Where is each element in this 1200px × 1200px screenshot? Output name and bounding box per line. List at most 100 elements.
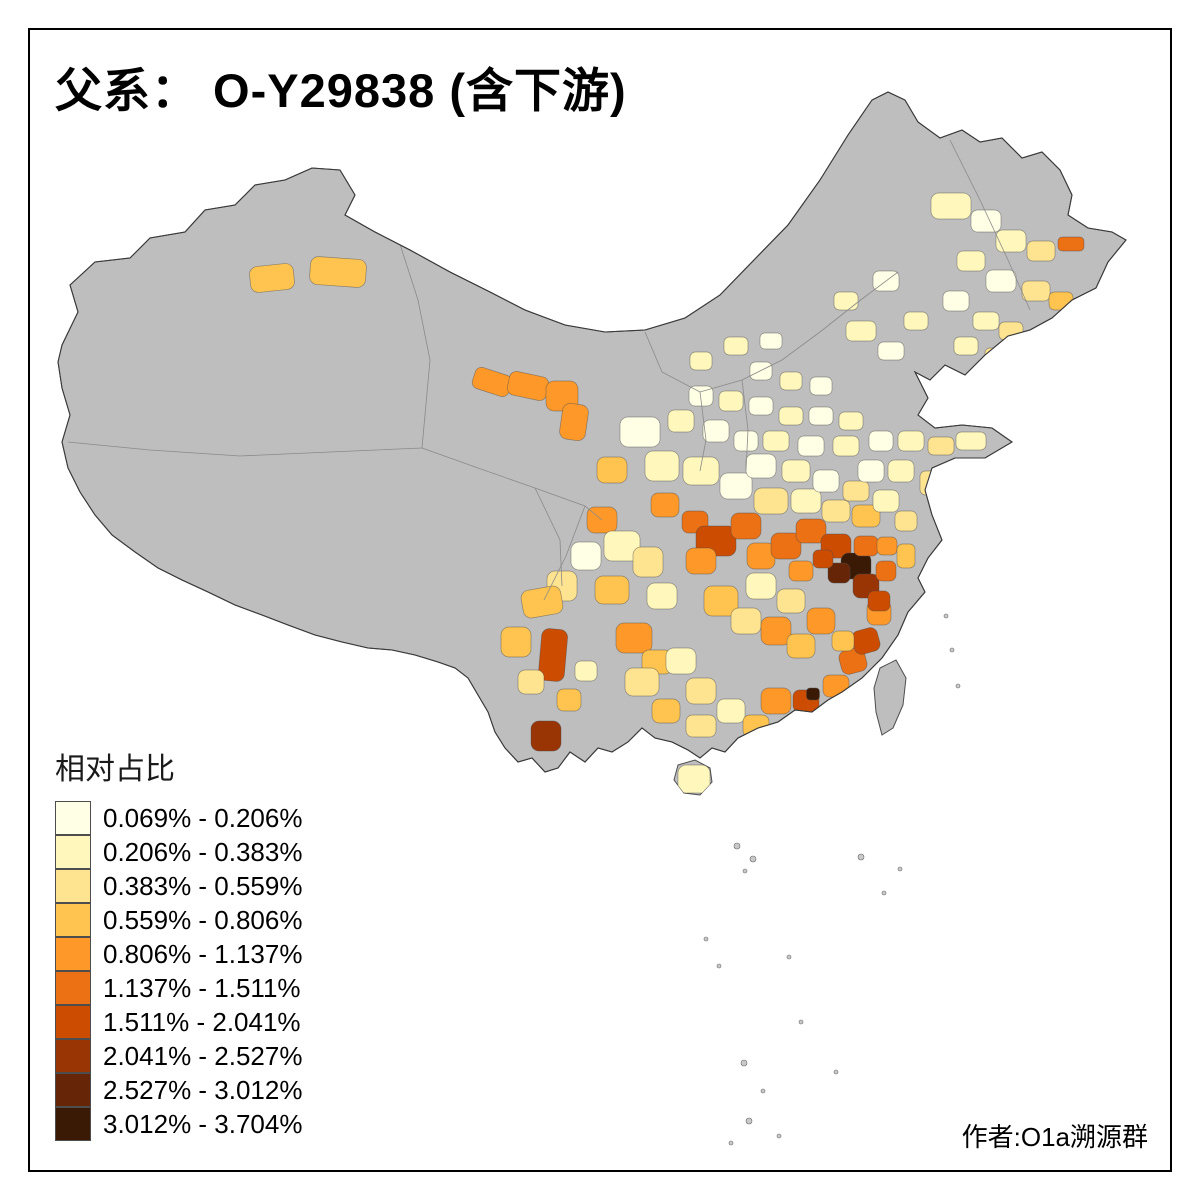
prefecture-region	[615, 622, 653, 654]
author-credit: 作者:O1a溯源群	[961, 1122, 1148, 1152]
prefecture-region	[723, 336, 749, 356]
prefecture-region	[877, 341, 905, 361]
prefecture-region	[650, 492, 680, 518]
legend-rows: 0.069% - 0.206% 0.206% - 0.383% 0.383% - 0…	[55, 801, 302, 1141]
prefecture-region	[760, 687, 792, 715]
prefecture-region	[809, 376, 833, 396]
prefecture-region	[520, 585, 564, 619]
prefecture-region	[688, 385, 714, 407]
prefecture-region	[927, 436, 955, 456]
prefecture-region	[872, 489, 900, 513]
prefecture-region	[776, 588, 806, 614]
legend-swatch	[55, 903, 91, 937]
legend-swatch	[55, 937, 91, 971]
prefecture-region	[896, 543, 916, 569]
south-china-sea-islands	[703, 613, 961, 1146]
prefecture-region	[795, 518, 827, 544]
prefecture-region	[249, 263, 295, 293]
prefecture-region	[644, 450, 680, 482]
prefecture-region	[702, 419, 730, 443]
prefecture-region	[603, 530, 641, 562]
prefecture-region	[868, 430, 894, 452]
legend-label: 0.559% - 0.806%	[103, 904, 303, 935]
legend-swatch	[55, 1039, 91, 1073]
prefecture-region	[853, 535, 879, 557]
prefecture-region	[719, 472, 753, 500]
prefecture-region	[632, 546, 664, 578]
prefecture-region	[984, 347, 1008, 365]
prefecture-region	[753, 487, 789, 515]
prefecture-region	[955, 431, 987, 451]
prefecture-region	[832, 435, 860, 457]
legend-row: 1.137% - 1.511%	[55, 971, 302, 1005]
map-title: 父系： O-Y29838 (含下游)	[55, 64, 627, 117]
prefecture-region	[716, 698, 746, 724]
prefecture-region	[827, 562, 851, 584]
legend-swatch	[55, 869, 91, 903]
legend-swatch	[55, 1107, 91, 1141]
prefecture-region	[500, 626, 532, 658]
prefecture-region	[624, 667, 660, 697]
prefecture-region	[806, 687, 820, 701]
prefecture-region	[930, 192, 972, 220]
prefecture-region	[851, 504, 881, 528]
prefecture-region	[956, 250, 986, 272]
legend-row: 1.511% - 2.041%	[55, 1005, 302, 1039]
prefecture-region	[781, 459, 811, 483]
prefecture-region	[812, 549, 834, 569]
prefecture-region	[822, 674, 850, 698]
prefecture-region	[833, 291, 859, 311]
legend-row: 2.041% - 2.527%	[55, 1039, 302, 1073]
prefecture-region	[762, 430, 790, 452]
prefecture-region	[919, 470, 939, 496]
prefecture-region	[596, 456, 628, 484]
prefecture-region	[745, 572, 777, 600]
prefecture-region	[685, 677, 717, 705]
prefecture-region	[894, 510, 918, 532]
prefecture-region	[1057, 236, 1085, 252]
prefecture-region	[998, 321, 1024, 341]
prefecture-region	[730, 512, 762, 540]
legend-label: 2.041% - 2.527%	[103, 1040, 303, 1071]
prefecture-region	[749, 361, 773, 381]
prefecture-region	[685, 547, 717, 575]
legend-row: 0.383% - 0.559%	[55, 869, 302, 903]
prefecture-region	[646, 582, 678, 610]
prefecture-region	[779, 371, 803, 391]
prefecture-region	[808, 406, 834, 426]
prefecture-region	[538, 628, 568, 682]
legend-label: 0.206% - 0.383%	[103, 836, 303, 867]
legend-label: 2.527% - 3.012%	[103, 1074, 303, 1105]
legend-label: 0.806% - 1.137%	[103, 938, 303, 969]
prefecture-region	[942, 290, 970, 312]
prefecture-region	[665, 647, 697, 675]
prefecture-region	[733, 430, 759, 452]
prefecture-region	[857, 459, 885, 483]
prefecture-region	[559, 403, 589, 441]
prefecture-region	[619, 416, 661, 448]
prefecture-region	[786, 633, 816, 659]
prefecture-region	[797, 435, 825, 457]
province-borders	[67, 139, 1031, 601]
legend-row: 0.069% - 0.206%	[55, 801, 302, 835]
prefecture-region	[812, 469, 840, 493]
prefecture-region	[770, 532, 802, 560]
legend: 相对占比 0.069% - 0.206% 0.206% - 0.383% 0.383…	[55, 744, 302, 1141]
prefecture-region	[838, 411, 864, 431]
legend-row: 0.206% - 0.383%	[55, 835, 302, 869]
prefecture-region	[556, 688, 582, 712]
prefecture-region	[972, 311, 1000, 331]
prefecture-region	[685, 714, 717, 738]
prefecture-region	[887, 459, 915, 483]
legend-swatch	[55, 801, 91, 835]
prefecture-region	[677, 764, 711, 794]
legend-swatch	[55, 1005, 91, 1039]
prefecture-region	[745, 453, 777, 479]
prefecture-region	[682, 456, 720, 486]
prefecture-region	[594, 575, 630, 605]
prefecture-region	[667, 409, 695, 433]
prefecture-region	[953, 336, 979, 356]
prefecture-region	[1048, 291, 1074, 311]
prefecture-region	[517, 669, 545, 695]
